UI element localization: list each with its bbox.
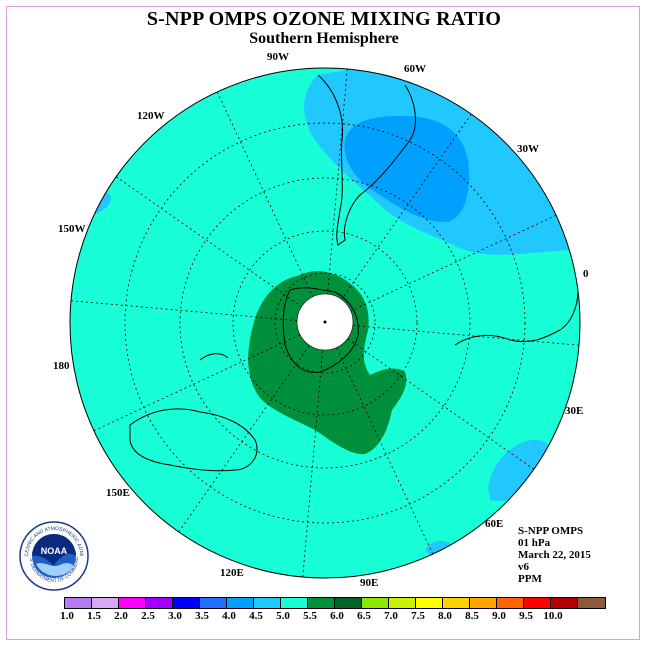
longitude-label: 30E (565, 405, 584, 417)
colorbar-segment (92, 598, 119, 608)
colorbar-tick-label: 6.0 (330, 610, 344, 622)
colorbar-segment (416, 598, 443, 608)
instrument-label: S-NPP OMPS (518, 525, 584, 537)
coastline-south-america (317, 74, 416, 246)
colorbar-segment (119, 598, 146, 608)
longitude-label: 150W (58, 223, 86, 235)
colorbar-ticks: 1.0 1.5 2.0 2.5 3.0 3.5 4.0 4.5 5.0 5.5 6.0 6.5 7.0 7… (0, 610, 648, 624)
longitude-label: 90W (267, 51, 289, 63)
colorbar-segment (335, 598, 362, 608)
coastline-australia (129, 408, 258, 472)
longitude-label: 90E (360, 577, 379, 589)
colorbar-tick-label: 1.5 (87, 610, 101, 622)
colorbar-segment (173, 598, 200, 608)
colorbar-tick-label: 1.0 (60, 610, 74, 622)
colorbar-segment (578, 598, 605, 608)
info-block: S-NPP OMPS 01 hPa March 22, 2015 v6 PPM (518, 525, 591, 585)
south-pole-dot (323, 320, 327, 324)
colorbar-tick-label: 3.0 (168, 610, 182, 622)
colorbar-segment (443, 598, 470, 608)
colorbar-segment (227, 598, 254, 608)
colorbar-tick-label: 2.0 (114, 610, 128, 622)
colorbar-tick-label: 7.0 (384, 610, 398, 622)
longitude-label: 60E (485, 518, 504, 530)
longitude-label: 0 (583, 268, 589, 280)
colorbar-segment (551, 598, 578, 608)
colorbar-segment (200, 598, 227, 608)
longitude-label: 180 (53, 360, 70, 372)
map-outline (69, 67, 581, 579)
longitude-label: 30W (517, 143, 539, 155)
coastline-antarctica (282, 287, 359, 373)
ozone-contour-5.5 (248, 271, 407, 455)
colorbar-tick-label: 9.0 (492, 610, 506, 622)
colorbar-segment (389, 598, 416, 608)
map-title: S-NPP OMPS OZONE MIXING RATIO (146, 8, 502, 30)
colorbar-tick-label: 9.5 (519, 610, 533, 622)
colorbar-tick-label: 8.5 (465, 610, 479, 622)
colorbar-segment (65, 598, 92, 608)
map-subtitle: Southern Hemisphere (249, 30, 399, 47)
colorbar-tick-label: 6.5 (357, 610, 371, 622)
coastline-africa (454, 289, 579, 346)
colorbar-segment (497, 598, 524, 608)
figure-frame (6, 6, 640, 640)
colorbar-segment (524, 598, 551, 608)
colorbar-segment (362, 598, 389, 608)
version-label: v6 (518, 561, 529, 573)
colorbar-segment (281, 598, 308, 608)
colorbar-segment (308, 598, 335, 608)
colorbar-segment (146, 598, 173, 608)
ozone-contour-4.0 (344, 115, 470, 222)
longitude-label: 120W (137, 110, 165, 122)
noaa-logo: NATIONAL OCEANIC AND ATMOSPHERIC ADMINIS… (18, 520, 89, 591)
colorbar-tick-label: 4.0 (222, 610, 236, 622)
coastline-newzealand (199, 353, 229, 361)
colorbar-tick-label: 8.0 (438, 610, 452, 622)
date-label: March 22, 2015 (518, 549, 591, 561)
colorbar-tick-label: 2.5 (141, 610, 155, 622)
pressure-level-label: 01 hPa (518, 537, 551, 549)
units-label: PPM (518, 573, 542, 585)
colorbar-tick-label: 5.5 (303, 610, 317, 622)
colorbar-tick-label: 5.0 (276, 610, 290, 622)
longitude-label: 120E (220, 567, 244, 579)
noaa-logo-text: NOAA (41, 546, 68, 556)
colorbar-tick-label: 3.5 (195, 610, 209, 622)
longitude-label: 150E (106, 487, 130, 499)
colorbar (64, 597, 606, 609)
colorbar-tick-label: 10.0 (543, 610, 563, 622)
colorbar-tick-label: 4.5 (249, 610, 263, 622)
colorbar-segment (254, 598, 281, 608)
colorbar-tick-label: 7.5 (411, 610, 425, 622)
longitude-label: 60W (404, 63, 426, 75)
colorbar-segment (470, 598, 497, 608)
